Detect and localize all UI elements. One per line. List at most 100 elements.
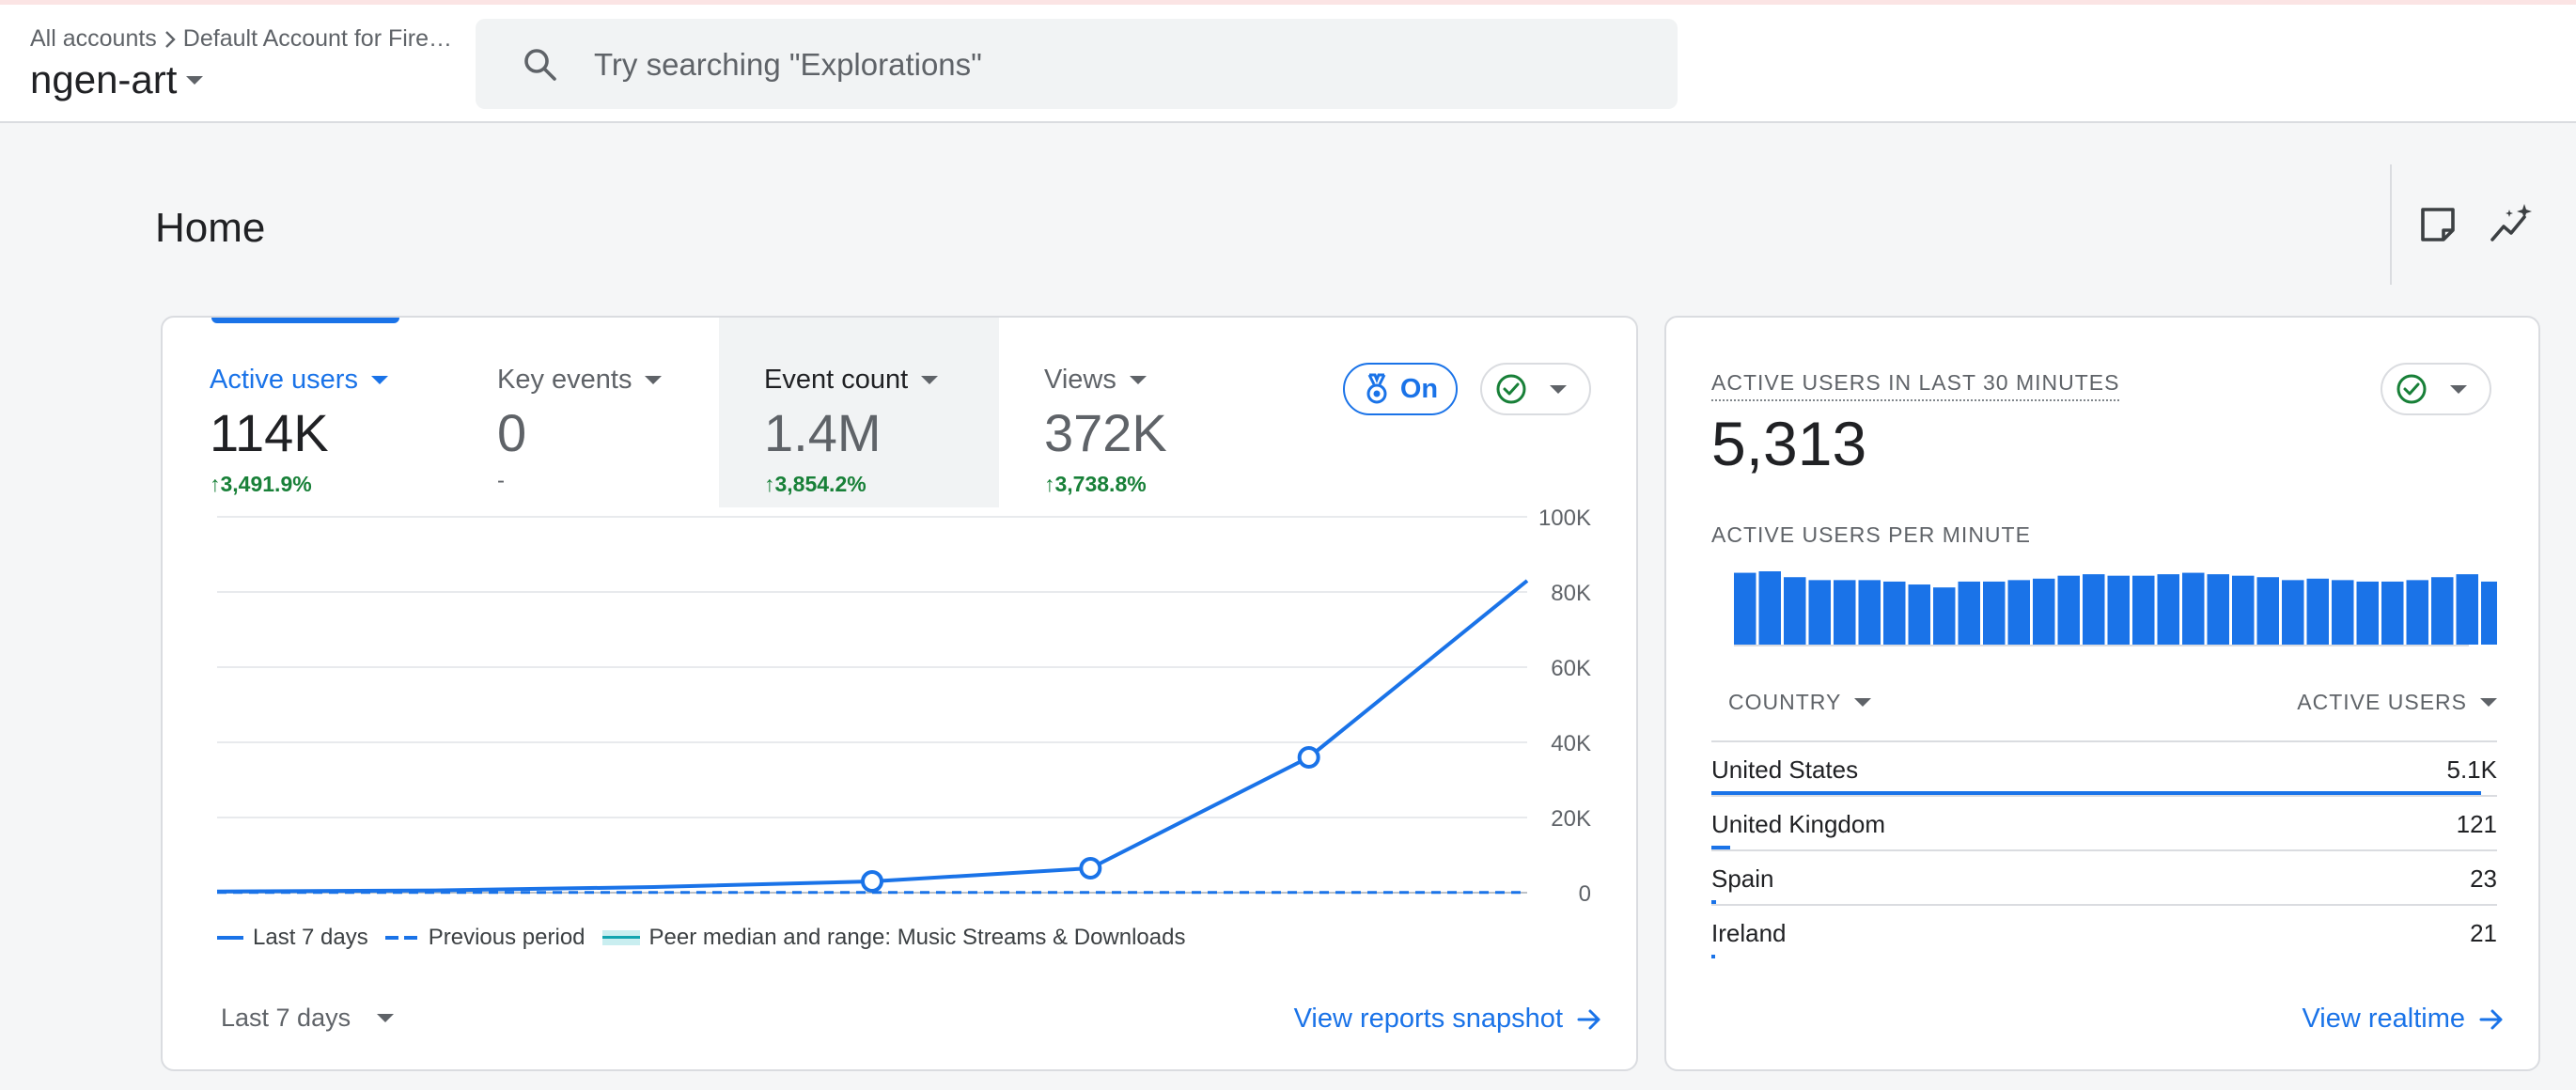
view-reports-snapshot-link[interactable]: View reports snapshot [1294,1004,1602,1035]
per-minute-bar[interactable] [2033,578,2055,645]
realtime-active-users-value: 5,313 [1711,409,1867,478]
caret-down-icon [186,75,204,85]
y-tick-label: 60K [1551,656,1591,681]
caret-down-icon [2480,698,2497,707]
table-row[interactable]: Ireland 21 [1711,904,2497,958]
metric-key-events[interactable]: Key events 0 - [435,318,698,507]
legend-item-previous-period: Previous period [384,925,585,951]
per-minute-bar[interactable] [2381,581,2404,645]
insights-sparkle-icon[interactable] [2489,202,2534,247]
row-value: 23 [2470,864,2497,893]
per-minute-bar[interactable] [1983,581,2006,645]
overview-card: Active users 114K ↑3,491.9% Key events 0… [161,316,1638,1071]
chevron-right-icon [164,30,176,48]
column-header-active-users[interactable]: ACTIVE USERS [2297,690,2497,715]
caret-down-icon [370,376,388,384]
link-label: View reports snapshot [1293,1004,1563,1034]
per-minute-bar[interactable] [2007,580,2031,645]
per-minute-bar[interactable] [2456,574,2479,645]
caret-down-icon [2450,384,2467,394]
breadcrumb-all-accounts[interactable]: All accounts [30,25,157,52]
table-row[interactable]: United States 5.1K [1711,740,2497,795]
metric-active-users[interactable]: Active users 114K ↑3,491.9% [163,318,416,507]
property-selector[interactable]: ngen-art [30,57,204,102]
metric-label[interactable]: Event count [764,365,939,396]
metric-label[interactable]: Active users [210,365,388,396]
per-minute-bar[interactable] [2232,575,2255,645]
arrow-up-icon: ↑ [764,472,775,496]
per-minute-bar[interactable] [2107,575,2131,645]
per-minute-bar[interactable] [2057,575,2081,645]
realtime-status-chip[interactable] [2381,363,2491,415]
per-minute-bar[interactable] [2481,581,2497,645]
per-minute-bar[interactable] [2306,578,2330,645]
per-minute-bar[interactable] [2132,575,2155,645]
link-label: View realtime [2302,1004,2465,1034]
per-minute-bar[interactable] [1933,587,1956,645]
sticky-note-icon[interactable] [2415,202,2460,247]
metric-label[interactable]: Key events [497,365,663,396]
legend-label: Last 7 days [253,925,368,950]
y-tick-label: 80K [1551,581,1591,606]
x-tick-label: 17 [1296,906,1322,910]
per-minute-bar[interactable] [1858,580,1881,645]
view-realtime-link[interactable]: View realtime [2302,1004,2505,1035]
arrow-right-icon [1577,1009,1600,1029]
benchmark-toggle-chip[interactable]: On [1343,363,1458,415]
metric-change-text: 3,738.8% [1054,472,1147,496]
search-placeholder: Try searching "Explorations" [594,47,982,82]
per-minute-bar[interactable] [2332,580,2354,645]
per-minute-bar[interactable] [1908,584,1931,645]
legend-item-last-7-days: Last 7 days [217,925,368,951]
per-minute-bar[interactable] [2406,580,2429,645]
metric-value: 0 [497,403,527,462]
column-header-label: COUNTRY [1728,690,1842,714]
per-minute-bar[interactable] [2207,574,2230,645]
row-value: 121 [2456,810,2497,838]
line-chart: 020K40K60K80K100K12131415161718Oct [215,506,1591,910]
x-tick-label: 15 [859,906,885,910]
caret-down-icon [921,376,939,384]
table-row[interactable]: Spain 23 [1711,849,2497,904]
x-tick-label: 16 [1077,906,1103,910]
data-quality-chip[interactable] [1480,363,1591,415]
caret-down-icon [645,376,663,384]
x-tick-label: 12 [215,906,242,910]
table-row[interactable]: United Kingdom 121 [1711,795,2497,849]
realtime-card: ACTIVE USERS IN LAST 30 MINUTES 5,313 AC… [1664,316,2540,1071]
per-minute-bar[interactable] [2282,580,2304,645]
caret-down-icon [1854,698,1872,707]
row-country: Ireland [1711,919,1787,947]
per-minute-bar[interactable] [2356,581,2380,645]
per-minute-bar[interactable] [2182,572,2205,645]
per-minute-bar[interactable] [1883,581,1906,645]
column-header-country[interactable]: COUNTRY [1728,690,1872,715]
per-minute-bar[interactable] [1958,581,1981,645]
per-minute-bar[interactable] [2083,574,2105,645]
per-minute-bar[interactable] [1808,580,1832,645]
arrow-up-icon: ↑ [210,472,221,496]
per-minute-bar[interactable] [1734,572,1756,645]
metric-change: ↑3,854.2% [764,472,866,497]
breadcrumb[interactable]: All accounts Default Account for Fire… [30,25,452,53]
column-header-label: ACTIVE USERS [2297,690,2467,714]
date-range-selector[interactable]: Last 7 days [221,1004,395,1033]
per-minute-bar[interactable] [1758,571,1782,645]
per-minute-bar[interactable] [2157,574,2180,645]
metric-views[interactable]: Views 372K ↑3,738.8% [1008,318,1253,507]
metric-event-count[interactable]: Event count 1.4M ↑3,854.2% [719,318,999,507]
y-tick-label: 100K [1538,506,1591,531]
search-bar[interactable]: Try searching "Explorations" [476,19,1678,109]
data-point [861,870,883,893]
legend-solid-line [217,936,243,940]
metric-label-text: Event count [764,365,909,395]
per-minute-bar[interactable] [2256,577,2280,645]
metric-label[interactable]: Views [1044,365,1147,396]
breadcrumb-account[interactable]: Default Account for Fire… [182,25,453,52]
selected-tab-indicator [211,318,399,323]
realtime-title[interactable]: ACTIVE USERS IN LAST 30 MINUTES [1711,370,2120,401]
per-minute-bar[interactable] [1834,580,1856,645]
per-minute-bar[interactable] [1784,577,1806,645]
per-minute-bar[interactable] [2431,577,2454,645]
medal-icon [1366,373,1387,404]
